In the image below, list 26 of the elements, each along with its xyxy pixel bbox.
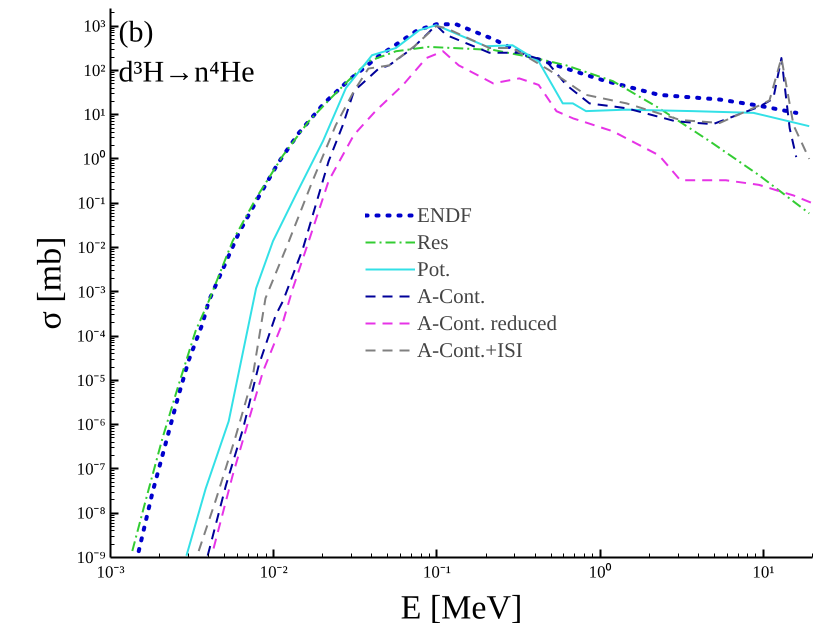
- y-tick-label: 10⁰: [82, 149, 106, 168]
- y-tick-label: 10⁻⁷: [76, 459, 106, 478]
- legend-label: Pot.: [417, 256, 450, 282]
- y-tick-label: 10³: [83, 16, 106, 36]
- x-tick-label: 10⁻¹: [422, 562, 451, 582]
- chart-title: (b): [118, 16, 154, 48]
- x-axis-title: E [MeV]: [400, 590, 522, 626]
- x-tick-label: 10¹: [752, 562, 774, 582]
- x-tick-label: 10⁻²: [260, 562, 288, 582]
- y-tick-label: 10⁻⁵: [76, 370, 106, 390]
- legend-label: A-Cont.+ISI: [417, 338, 523, 362]
- y-tick-label: 10⁻⁸: [76, 504, 106, 523]
- y-tick-label: 10⁻⁶: [76, 415, 106, 434]
- x-tick-label: 10⁰: [588, 562, 612, 582]
- legend-label: Res: [417, 230, 449, 254]
- y-tick-label: 10⁻³: [77, 282, 106, 302]
- legend-label: A-Cont.: [417, 284, 486, 308]
- y-tick-label: 10²: [83, 60, 106, 80]
- y-tick-label: 10⁻¹: [77, 194, 106, 213]
- text: d³H→n⁴He: [118, 56, 255, 88]
- y-axis-title: σ [mb]: [32, 236, 69, 330]
- y-tick-label: 10⁻⁴: [76, 326, 106, 346]
- legend-label: A-Cont. reduced: [417, 310, 557, 336]
- y-tick-label: 10⁻²: [77, 238, 106, 258]
- y-tick-label: 10¹: [83, 105, 106, 124]
- legend-label: ENDF: [417, 202, 472, 228]
